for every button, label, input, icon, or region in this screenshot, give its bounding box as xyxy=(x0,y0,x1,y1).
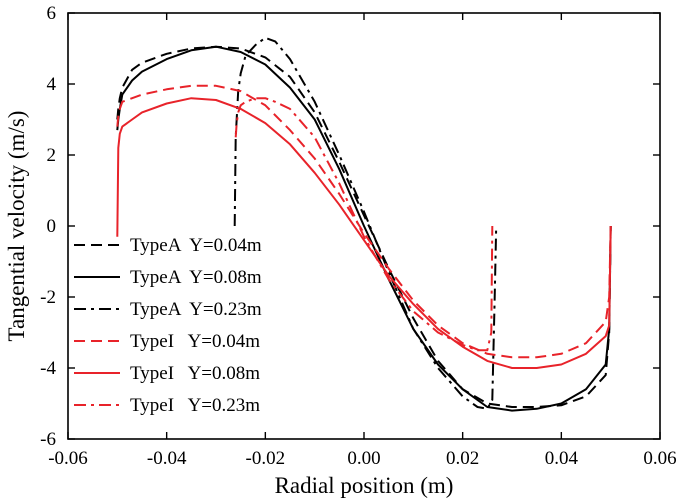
series-line-3 xyxy=(233,36,498,410)
legend: TypeA Y=0.04m TypeA Y=0.08m TypeA Y=0.23m T… xyxy=(74,235,262,416)
series-line-6 xyxy=(234,97,494,352)
legend-label-3: TypeA Y=0.23m xyxy=(130,299,262,320)
y-tick-label: -6 xyxy=(40,429,56,450)
y-tick-label: -4 xyxy=(40,358,56,379)
x-tick-label: -0.02 xyxy=(246,448,286,469)
x-tick-label: 0.06 xyxy=(643,448,676,469)
legend-label-5: TypeI Y=0.08m xyxy=(130,363,260,384)
y-tick-label: 4 xyxy=(47,74,57,95)
x-tick-label: 0.04 xyxy=(545,448,579,469)
series-line-1 xyxy=(116,45,612,408)
series-line-5 xyxy=(116,97,612,369)
legend-label-4: TypeI Y=0.04m xyxy=(130,331,260,352)
x-tick-label: 0.02 xyxy=(446,448,479,469)
x-tick-label: -0.04 xyxy=(147,448,187,469)
series-line-4 xyxy=(116,84,612,359)
y-tick-label: -2 xyxy=(40,287,56,308)
series-layer xyxy=(116,36,612,412)
x-axis-title: Radial position (m) xyxy=(275,473,454,498)
y-axis-title: Tangential velocity (m/s) xyxy=(4,111,29,342)
y-tick-label: 0 xyxy=(47,216,57,237)
x-tick-label: -0.06 xyxy=(48,448,88,469)
x-tick-label: 0.00 xyxy=(347,448,380,469)
series-line-2 xyxy=(116,45,612,412)
legend-label-1: TypeA Y=0.04m xyxy=(130,235,262,256)
y-tick-label: 2 xyxy=(47,145,57,166)
y-tick-label: 6 xyxy=(47,3,57,24)
legend-label-6: TypeI Y=0.23m xyxy=(130,395,260,416)
legend-label-2: TypeA Y=0.08m xyxy=(130,267,262,288)
ticks: -0.06 -0.04 -0.02 0.00 0.02 0.04 0.06 -6 -4 -2 0 2 4… xyxy=(40,3,676,469)
